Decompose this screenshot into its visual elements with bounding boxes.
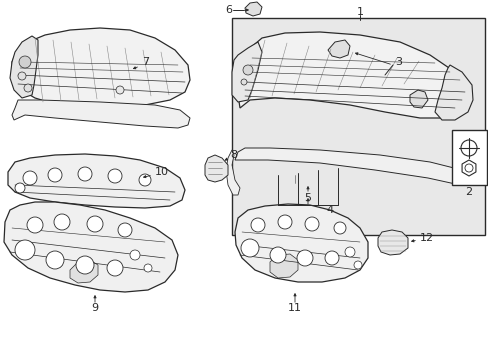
Circle shape [325, 251, 338, 265]
Circle shape [87, 216, 103, 232]
Text: 11: 11 [287, 303, 302, 313]
Text: 8: 8 [229, 150, 237, 160]
Polygon shape [4, 202, 178, 292]
Circle shape [460, 140, 476, 156]
Circle shape [241, 239, 259, 257]
Circle shape [130, 250, 140, 260]
Polygon shape [327, 40, 349, 58]
Polygon shape [12, 28, 190, 108]
Circle shape [23, 171, 37, 185]
Polygon shape [8, 154, 184, 208]
Circle shape [46, 251, 64, 269]
Polygon shape [12, 100, 190, 128]
Text: 6: 6 [224, 5, 231, 15]
Circle shape [345, 247, 354, 257]
Polygon shape [70, 260, 98, 283]
Polygon shape [10, 36, 38, 98]
Circle shape [118, 223, 132, 237]
Circle shape [107, 260, 123, 276]
Circle shape [241, 79, 246, 85]
Circle shape [24, 84, 32, 92]
Circle shape [78, 167, 92, 181]
Circle shape [15, 240, 35, 260]
Polygon shape [461, 160, 475, 176]
Circle shape [19, 56, 31, 68]
Polygon shape [269, 254, 297, 278]
Circle shape [278, 215, 291, 229]
Text: 5: 5 [304, 193, 311, 203]
Text: 7: 7 [142, 57, 149, 67]
Polygon shape [377, 230, 407, 255]
Circle shape [250, 218, 264, 232]
Polygon shape [238, 32, 469, 118]
Circle shape [15, 183, 25, 193]
Text: 10: 10 [155, 167, 169, 177]
Circle shape [18, 72, 26, 80]
Polygon shape [235, 204, 367, 282]
Text: 12: 12 [419, 233, 433, 243]
Polygon shape [235, 148, 469, 185]
Polygon shape [409, 90, 427, 108]
Circle shape [296, 250, 312, 266]
Polygon shape [434, 65, 472, 120]
Text: 4: 4 [326, 205, 333, 215]
Polygon shape [244, 2, 262, 16]
Circle shape [54, 214, 70, 230]
Circle shape [333, 222, 346, 234]
Polygon shape [231, 42, 262, 102]
Circle shape [305, 217, 318, 231]
Circle shape [48, 168, 62, 182]
Text: 3: 3 [394, 57, 401, 67]
Circle shape [143, 264, 152, 272]
FancyBboxPatch shape [451, 130, 486, 185]
Circle shape [353, 261, 361, 269]
Circle shape [464, 164, 472, 172]
Circle shape [116, 86, 124, 94]
Circle shape [139, 174, 151, 186]
Circle shape [108, 169, 122, 183]
Polygon shape [204, 155, 227, 182]
FancyBboxPatch shape [231, 18, 484, 235]
Circle shape [27, 217, 43, 233]
Text: 2: 2 [465, 187, 471, 197]
Text: 1: 1 [356, 7, 363, 17]
Circle shape [243, 65, 252, 75]
Circle shape [76, 256, 94, 274]
Circle shape [269, 247, 285, 263]
Polygon shape [225, 150, 240, 195]
Text: 9: 9 [91, 303, 99, 313]
